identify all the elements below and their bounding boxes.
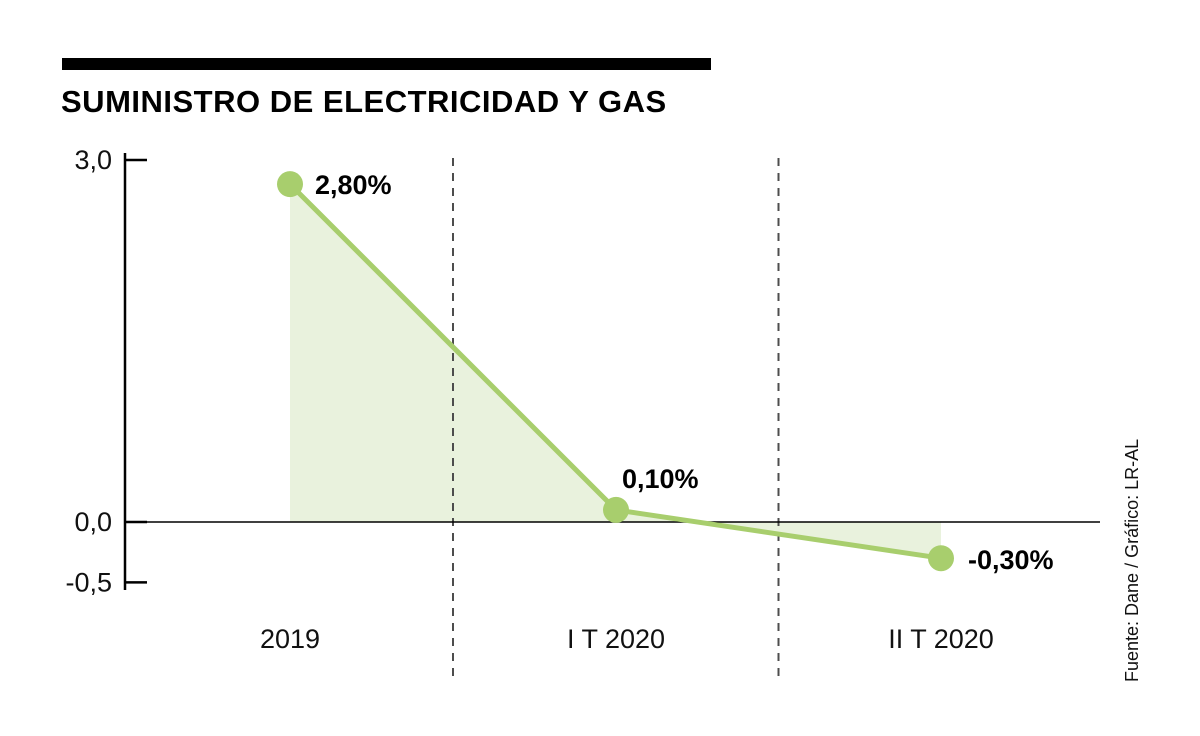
chart-title: SUMINISTRO DE ELECTRICIDAD Y GAS xyxy=(61,84,667,119)
x-axis-label: I T 2020 xyxy=(567,624,665,654)
data-point xyxy=(603,496,629,523)
data-point xyxy=(928,545,954,572)
x-axis-label: 2019 xyxy=(260,624,320,654)
y-tick-label: 0,0 xyxy=(74,507,112,537)
x-axis-label: II T 2020 xyxy=(888,624,994,654)
data-point xyxy=(277,171,303,198)
point-label: 0,10% xyxy=(622,464,699,494)
source-note: Fuente: Dane / Gráfico: LR-AL xyxy=(1122,438,1142,682)
point-label: -0,30% xyxy=(968,545,1054,575)
point-label: 2,80% xyxy=(315,170,392,200)
y-tick-label: -0,5 xyxy=(65,567,112,597)
title-rule xyxy=(62,58,711,70)
y-tick-label: 3,0 xyxy=(74,145,112,175)
